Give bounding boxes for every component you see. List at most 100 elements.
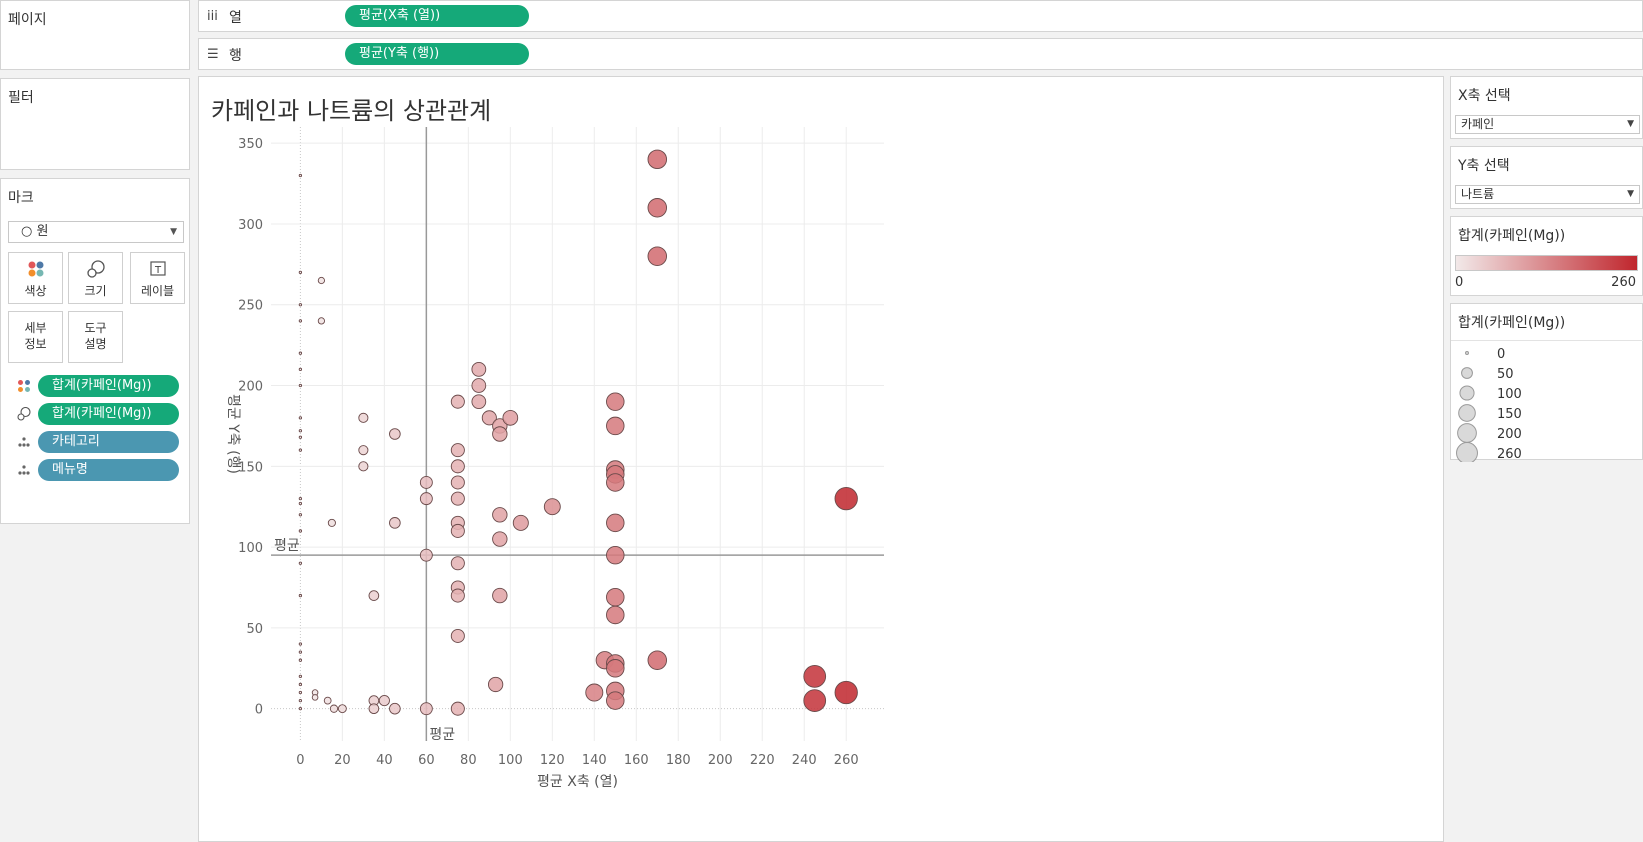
x-tick-label: 20: [334, 753, 351, 768]
data-point: [298, 435, 303, 439]
y-tick-label: 50: [246, 622, 263, 637]
marks-field-pill-menu[interactable]: 메뉴명: [38, 459, 179, 481]
y-axis-select-value: 나트륨: [1461, 187, 1495, 201]
tooltip-button-line2: 설명: [84, 337, 107, 351]
size-legend-circle: [1456, 442, 1478, 462]
rows-shelf[interactable]: ☰ 행 평균(Y축 (행)): [198, 38, 1643, 70]
y-param-title: Y축 선택: [1458, 158, 1510, 174]
data-point: [450, 701, 465, 716]
size-legend-label: 50: [1497, 367, 1514, 382]
x-axis-select-value: 카페인: [1461, 117, 1495, 131]
data-point: [834, 486, 858, 511]
chart-view: 카페인과 나트륨의 상관관계 0 20 40 60 80 100 120 140 160 180 2…: [198, 76, 1444, 842]
x-tick-label: 260: [834, 753, 859, 768]
data-point: [298, 351, 303, 355]
data-point: [803, 689, 827, 712]
y-reference-label: 평균: [274, 538, 300, 554]
size-legend-circle: [1457, 423, 1477, 443]
size-legend-circle: [1461, 367, 1473, 379]
size-legend-circle: [1465, 351, 1469, 355]
data-point: [298, 303, 303, 307]
y-axis-select[interactable]: 나트륨 ▼: [1455, 185, 1640, 204]
x-tick-label: 120: [540, 753, 565, 768]
data-point: [606, 513, 625, 533]
size-legend-label: 260: [1497, 447, 1522, 462]
data-point: [419, 492, 433, 506]
data-point: [298, 650, 303, 654]
color-button[interactable]: 색상: [8, 252, 63, 304]
y-tick-label: 250: [238, 299, 263, 314]
x-tick-label: 0: [296, 753, 304, 768]
y-tick-label: 100: [238, 541, 263, 556]
marks-card: 마크 ○ 원 ▼ 색상 크기 T 레이블 세부: [0, 178, 190, 524]
data-point: [512, 514, 529, 531]
data-point: [317, 276, 325, 285]
x-param-title: X축 선택: [1458, 88, 1511, 104]
detail-button[interactable]: 세부 정보: [8, 311, 63, 363]
data-point: [606, 659, 625, 678]
rows-pill[interactable]: 평균(Y축 (행)): [345, 43, 529, 65]
size-legend: 합계(카페인(Mg)) 0 50 100 150 200 260: [1450, 303, 1643, 462]
data-point: [368, 590, 380, 601]
detail-icon: [18, 465, 30, 475]
chevron-down-icon: ▼: [1627, 119, 1634, 129]
columns-pill[interactable]: 평균(X축 (열)): [345, 5, 529, 27]
data-point: [298, 367, 303, 372]
tooltip-button[interactable]: 도구 설명: [68, 311, 123, 363]
data-point: [481, 410, 497, 426]
marks-field-pill-size[interactable]: 합계(카페인(Mg)): [38, 403, 179, 425]
svg-text:T: T: [153, 265, 161, 276]
data-point: [368, 703, 380, 715]
columns-shelf[interactable]: iii 열 평균(X축 (열)): [198, 0, 1643, 32]
reference-lines: [271, 127, 884, 741]
mark-type-value: ○ 원: [21, 224, 49, 239]
label-button[interactable]: T 레이블: [130, 252, 185, 304]
data-point: [606, 545, 625, 565]
data-point: [834, 680, 858, 705]
x-reference-label: 평균: [429, 727, 455, 743]
marks-field-pill-color[interactable]: 합계(카페인(Mg)): [38, 375, 179, 397]
data-point: [389, 428, 401, 440]
data-point: [298, 416, 303, 420]
mark-type-dropdown[interactable]: ○ 원 ▼: [8, 221, 184, 243]
data-point: [419, 476, 433, 489]
data-point: [585, 683, 604, 702]
data-point: [450, 394, 465, 409]
rows-shelf-icon: ☰: [207, 47, 219, 62]
data-point: [337, 704, 347, 714]
marks-title: 마크: [8, 190, 34, 206]
data-point: [450, 628, 465, 643]
size-button[interactable]: 크기: [68, 252, 123, 304]
data-point: [606, 605, 625, 625]
y-tick-label: 350: [238, 137, 263, 152]
y-axis-parameter: Y축 선택 나트륨 ▼: [1450, 146, 1643, 209]
color-icon: [18, 380, 30, 392]
y-tick-label: 0: [255, 703, 263, 718]
data-point: [298, 682, 303, 687]
data-point: [471, 362, 487, 377]
filters-card[interactable]: 필터: [0, 78, 190, 170]
data-point: [298, 674, 303, 679]
color-legend-max: 260: [1611, 275, 1636, 290]
data-points: [298, 149, 858, 716]
y-axis-ticks: 0 50 100 150 200 250 300 350: [238, 137, 263, 718]
columns-shelf-label: 열: [229, 10, 242, 26]
x-axis-select[interactable]: 카페인 ▼: [1455, 115, 1640, 134]
scatter-plot[interactable]: 0 20 40 60 80 100 120 140 160 180 200 220 240 260 0 50…: [199, 77, 1445, 842]
data-point: [298, 690, 303, 695]
size-legend-title: 합계(카페인(Mg)): [1458, 315, 1566, 331]
data-point: [647, 198, 668, 218]
marks-field-pill-category[interactable]: 카테고리: [38, 431, 179, 453]
text-label-icon: T: [149, 261, 166, 276]
detail-button-line1: 세부: [24, 321, 47, 335]
data-point: [450, 491, 465, 506]
data-point: [298, 593, 303, 598]
x-tick-label: 80: [460, 753, 477, 768]
data-point: [606, 587, 625, 607]
data-point: [298, 698, 303, 703]
x-axis-parameter: X축 선택 카페인 ▼: [1450, 76, 1643, 139]
data-point: [606, 691, 625, 710]
data-point: [298, 173, 303, 178]
pages-card: 페이지: [0, 0, 190, 70]
